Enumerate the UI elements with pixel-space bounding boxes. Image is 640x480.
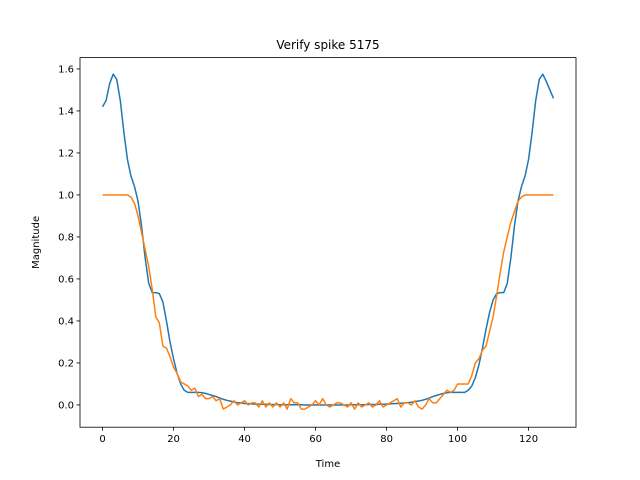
y-tick-label: 0.6 — [58, 274, 74, 285]
y-tick-label: 0.4 — [58, 316, 74, 327]
chart-title: Verify spike 5175 — [276, 38, 379, 52]
y-tick-label: 1.0 — [58, 190, 74, 201]
y-axis-label: Magnitude — [31, 216, 42, 269]
x-tick-label: 40 — [238, 434, 251, 445]
y-tick-label: 1.4 — [58, 106, 74, 117]
line-series — [102, 194, 554, 410]
x-tick-label: 80 — [380, 434, 393, 445]
x-tick-label: 0 — [99, 434, 105, 445]
x-tick-label: 20 — [167, 434, 180, 445]
x-tick-label: 120 — [519, 434, 538, 445]
y-tick-label: 0.0 — [58, 400, 74, 411]
plot-frame — [79, 57, 577, 428]
y-tick-label: 1.6 — [58, 64, 74, 75]
y-tick-label: 0.2 — [58, 358, 74, 369]
y-tick-label: 0.8 — [58, 232, 74, 243]
x-axis-label: Time — [315, 459, 340, 470]
y-tick-label: 1.2 — [58, 148, 74, 159]
x-tick-label: 60 — [309, 434, 322, 445]
x-tick-label: 100 — [448, 434, 467, 445]
